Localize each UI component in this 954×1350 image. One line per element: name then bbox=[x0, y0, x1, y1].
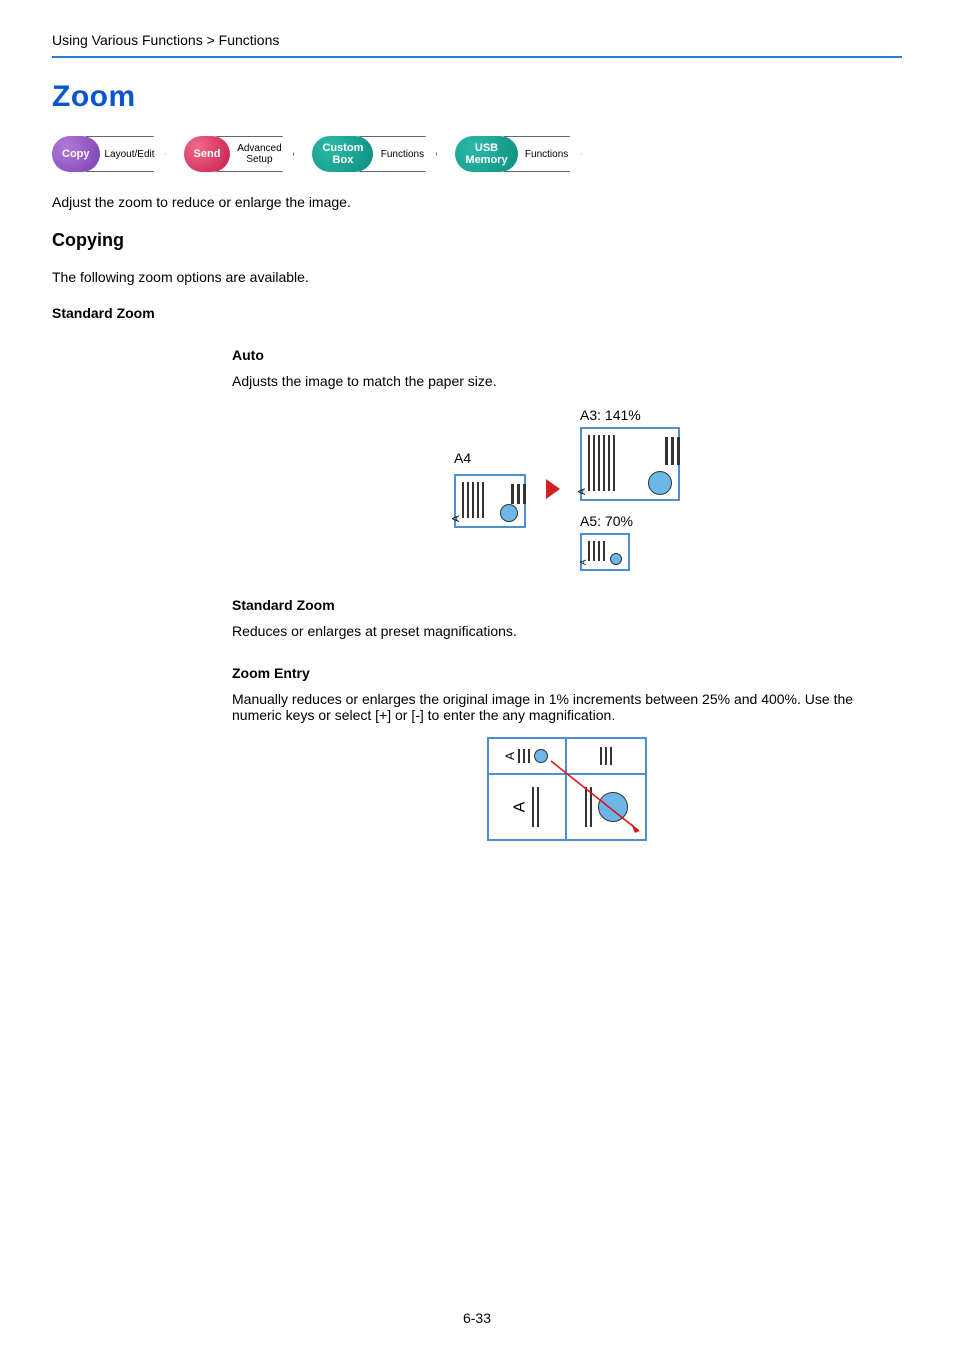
sheet-a3-icon: A bbox=[580, 427, 680, 501]
pill-send: Send bbox=[184, 136, 231, 172]
page-root: Using Various Functions > Functions Zoom… bbox=[0, 0, 954, 1350]
auto-a4-group: A4 A bbox=[454, 450, 526, 528]
pill-custom-box: Custom Box bbox=[312, 136, 373, 172]
auto-a5-group: A5: 70% A bbox=[580, 513, 680, 571]
intro-text: Adjust the zoom to reduce or enlarge the… bbox=[52, 194, 902, 210]
auto-output-group: A3: 141% A A5: 70% A bbox=[580, 407, 680, 571]
standard-zoom-item-text: Reduces or enlarges at preset magnificat… bbox=[232, 623, 902, 639]
heading-standard-zoom-item: Standard Zoom bbox=[232, 597, 902, 613]
tag-copy: Copy Layout/Edit bbox=[52, 136, 166, 172]
label-a3: A3: 141% bbox=[580, 407, 680, 423]
auto-text: Adjusts the image to match the paper siz… bbox=[232, 373, 902, 389]
pill-usb-memory: USB Memory bbox=[455, 136, 517, 172]
mode-tags: Copy Layout/Edit Send Advanced Setup Cus… bbox=[52, 136, 902, 172]
pill-copy: Copy bbox=[52, 136, 100, 172]
tag-usb-memory: USB Memory Functions bbox=[455, 136, 581, 172]
zoom-entry-diagram: A A bbox=[487, 737, 647, 841]
auto-diagram: A4 A A3: 141% A bbox=[232, 407, 902, 571]
label-a4: A4 bbox=[454, 450, 526, 466]
auto-section: Auto Adjusts the image to match the pape… bbox=[232, 347, 902, 841]
heading-auto: Auto bbox=[232, 347, 902, 363]
heading-copying: Copying bbox=[52, 230, 902, 251]
divider bbox=[52, 56, 902, 58]
tag-send: Send Advanced Setup bbox=[184, 136, 295, 172]
breadcrumb: Using Various Functions > Functions bbox=[52, 32, 902, 48]
label-a5: A5: 70% bbox=[580, 513, 680, 529]
auto-a3-group: A3: 141% A bbox=[580, 407, 680, 501]
page-number: 6-33 bbox=[52, 1290, 902, 1326]
zoom-entry-text: Manually reduces or enlarges the origina… bbox=[232, 691, 902, 723]
arrow-icon bbox=[546, 479, 560, 499]
sheet-a5-icon: A bbox=[580, 533, 630, 571]
tag-custom-box: Custom Box Functions bbox=[312, 136, 437, 172]
page-title: Zoom bbox=[52, 80, 902, 114]
heading-standard-zoom: Standard Zoom bbox=[52, 305, 902, 321]
heading-zoom-entry: Zoom Entry bbox=[232, 665, 902, 681]
copying-lead: The following zoom options are available… bbox=[52, 269, 902, 285]
sheet-a4-icon: A bbox=[454, 474, 526, 528]
